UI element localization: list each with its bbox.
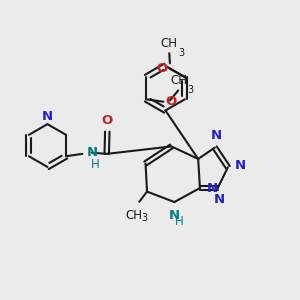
Text: 3: 3 — [188, 85, 194, 95]
Text: O: O — [166, 94, 177, 108]
Text: H: H — [90, 158, 99, 171]
Text: H: H — [175, 215, 184, 228]
Text: N: N — [41, 110, 52, 123]
Text: O: O — [156, 61, 167, 75]
Text: N: N — [234, 159, 245, 172]
Text: O: O — [102, 114, 113, 127]
Text: N: N — [206, 182, 218, 194]
Text: CH: CH — [170, 74, 187, 87]
Text: N: N — [211, 129, 222, 142]
Text: CH: CH — [126, 209, 143, 222]
Text: 3: 3 — [178, 48, 184, 58]
Text: 3: 3 — [141, 213, 147, 223]
Text: CH: CH — [161, 37, 178, 50]
Text: N: N — [169, 208, 180, 222]
Text: N: N — [214, 194, 225, 206]
Text: N: N — [86, 146, 98, 159]
